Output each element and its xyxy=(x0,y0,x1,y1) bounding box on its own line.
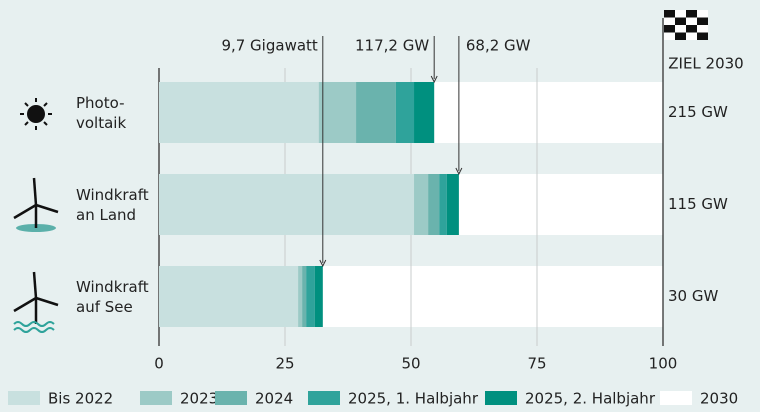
x-tick-label: 0 xyxy=(154,355,164,373)
bar-segment xyxy=(446,174,459,235)
x-tick-label: 75 xyxy=(527,355,546,373)
category-label: Windkraft auf See xyxy=(76,277,149,316)
legend-swatch xyxy=(140,391,172,405)
legend-label: 2025, 1. Halbjahr xyxy=(348,390,479,408)
wind-sea-icon xyxy=(13,271,59,333)
bar-segment xyxy=(356,82,396,143)
bar-segment xyxy=(314,266,323,327)
annotation: 117,2 GW xyxy=(355,37,429,55)
arrow-head xyxy=(319,259,327,268)
annotation: 68,2 GW xyxy=(466,37,531,55)
legend-swatch xyxy=(8,391,40,405)
legend-label: 2023 xyxy=(180,390,218,408)
bar-segment xyxy=(306,266,315,327)
wind-land-icon xyxy=(13,177,59,232)
annotation: 9,7 Gigawatt xyxy=(221,37,317,55)
bar-segment xyxy=(159,266,299,327)
legend-swatch xyxy=(660,391,692,405)
bar-segment xyxy=(298,266,303,327)
arrow-head xyxy=(455,167,463,176)
bar-segment xyxy=(395,82,415,143)
legend-label: 2030 xyxy=(700,390,738,408)
legend-label: 2025, 2. Halbjahr xyxy=(525,390,656,408)
target-label: 115 GW xyxy=(668,195,728,213)
bar-segment xyxy=(318,82,357,143)
legend-label: Bis 2022 xyxy=(48,390,113,408)
category-label: Windkraft an Land xyxy=(76,185,149,224)
flag xyxy=(664,10,708,40)
target-title: ZIEL 2030 xyxy=(668,55,743,73)
sun-icon xyxy=(20,98,52,130)
x-tick-label: 100 xyxy=(649,355,678,373)
target-label: 30 GW xyxy=(668,287,718,305)
bar-segment xyxy=(322,266,663,327)
legend-label: 2024 xyxy=(255,390,293,408)
bar-segment xyxy=(458,174,663,235)
category-label: Photo- voltaik xyxy=(76,93,127,132)
bar-segment xyxy=(414,174,429,235)
bar-segment xyxy=(439,174,447,235)
legend-swatch xyxy=(308,391,340,405)
bar-segment xyxy=(428,174,440,235)
bar-segment xyxy=(302,266,307,327)
bar-segment xyxy=(434,82,663,143)
bar-segment xyxy=(414,82,435,143)
x-tick-label: 25 xyxy=(275,355,294,373)
legend-swatch xyxy=(485,391,517,405)
arrow-head xyxy=(430,75,438,84)
legend-swatch xyxy=(215,391,247,405)
bar-segment xyxy=(159,174,415,235)
target-label: 215 GW xyxy=(668,103,728,121)
x-tick-label: 50 xyxy=(401,355,420,373)
bar-segment xyxy=(159,82,319,143)
